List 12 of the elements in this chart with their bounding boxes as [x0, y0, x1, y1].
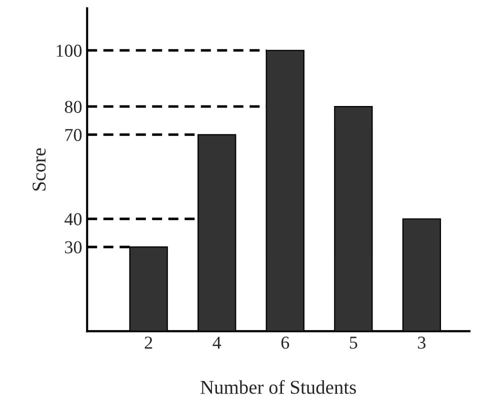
x-tick-label: 5 — [350, 336, 358, 349]
x-axis-title: Number of Students — [200, 380, 356, 394]
y-tick-label: 30 — [65, 241, 82, 254]
x-tick-label: 4 — [212, 336, 222, 349]
y-tick-label: 70 — [65, 128, 82, 142]
y-tick-label: 100 — [56, 44, 82, 57]
y-tick-label: 80 — [64, 100, 82, 113]
y-tick-label: 40 — [64, 213, 82, 226]
x-tick-label: 3 — [418, 336, 426, 349]
x-tick-label: 6 — [281, 336, 290, 349]
y-axis-title: Score — [32, 148, 46, 191]
x-tick-label: 2 — [144, 336, 152, 349]
